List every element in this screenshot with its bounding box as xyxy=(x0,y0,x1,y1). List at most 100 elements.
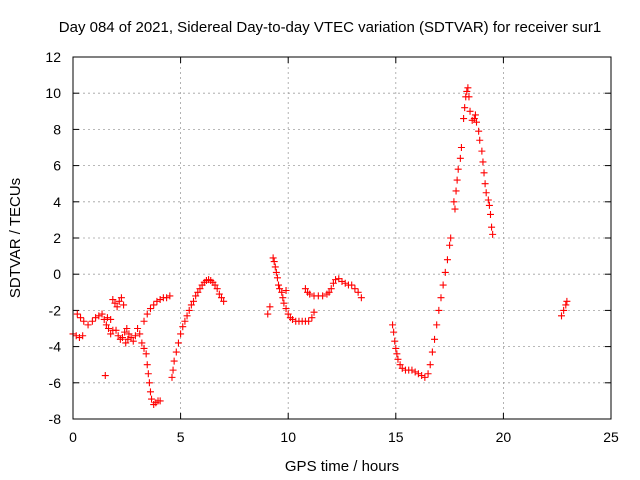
data-point xyxy=(396,361,404,369)
data-point xyxy=(475,127,483,135)
data-point xyxy=(305,317,313,325)
data-point xyxy=(125,330,133,338)
data-point xyxy=(145,379,153,387)
data-point xyxy=(134,325,142,332)
data-point xyxy=(84,321,92,329)
data-point xyxy=(454,165,462,173)
data-series-sur1 xyxy=(69,84,571,409)
data-point xyxy=(306,290,314,298)
data-point xyxy=(308,314,316,322)
data-point xyxy=(140,344,148,352)
data-point xyxy=(217,294,225,302)
data-point xyxy=(433,321,441,329)
x-tick-label: 25 xyxy=(603,429,619,445)
data-point xyxy=(486,210,494,218)
x-tick-label: 20 xyxy=(496,429,512,445)
data-point xyxy=(73,310,81,318)
data-point xyxy=(414,370,422,378)
data-point xyxy=(142,350,150,358)
x-axis-label: GPS time / hours xyxy=(285,458,399,475)
data-point xyxy=(341,279,349,287)
data-point xyxy=(143,361,151,369)
data-point xyxy=(278,288,286,296)
data-point xyxy=(476,136,484,144)
data-point xyxy=(394,355,402,363)
data-point xyxy=(269,254,277,262)
data-point xyxy=(452,187,460,195)
y-tick-label: 10 xyxy=(45,85,61,101)
data-point xyxy=(463,87,471,95)
data-point xyxy=(121,328,129,336)
data-point xyxy=(185,306,193,314)
data-point xyxy=(418,372,426,380)
data-point xyxy=(118,334,126,342)
chart-title: Day 084 of 2021, Sidereal Day-to-day VTE… xyxy=(59,19,601,36)
data-point xyxy=(482,189,490,197)
data-point xyxy=(471,111,479,119)
data-point xyxy=(332,276,340,284)
data-point xyxy=(447,234,455,242)
y-axis-label: SDTVAR / TECUs xyxy=(7,178,24,298)
data-point xyxy=(276,285,284,293)
data-point xyxy=(329,279,337,287)
data-point xyxy=(348,281,356,289)
data-point xyxy=(138,339,146,347)
data-point xyxy=(88,317,96,325)
data-point xyxy=(150,301,158,309)
data-point xyxy=(560,306,568,314)
data-point xyxy=(177,330,185,338)
data-point xyxy=(485,201,493,209)
data-point xyxy=(443,256,451,264)
data-point xyxy=(131,332,139,340)
data-point xyxy=(480,169,488,177)
data-point xyxy=(115,297,123,305)
data-point xyxy=(109,296,117,304)
data-point xyxy=(319,292,327,300)
data-point xyxy=(327,285,335,293)
data-point xyxy=(484,196,492,204)
data-point xyxy=(144,370,152,378)
data-point xyxy=(270,258,278,266)
data-point xyxy=(563,297,571,305)
y-tick-label: 4 xyxy=(53,194,61,210)
x-tick-labels: 0 5 10 15 20 25 xyxy=(69,429,619,445)
data-point xyxy=(183,312,191,320)
data-point xyxy=(284,310,292,318)
data-point xyxy=(441,268,449,276)
data-point xyxy=(187,301,195,309)
data-point xyxy=(453,176,461,184)
y-tick-label: -2 xyxy=(49,302,62,318)
data-point xyxy=(75,334,83,342)
data-point xyxy=(464,84,472,92)
data-point xyxy=(310,308,318,316)
y-tick-label: 6 xyxy=(53,158,61,174)
data-point xyxy=(478,147,486,155)
data-point xyxy=(466,107,474,115)
data-point xyxy=(120,301,128,309)
data-point xyxy=(129,337,137,345)
data-point xyxy=(392,344,400,352)
data-point xyxy=(393,350,401,358)
data-point xyxy=(92,314,100,322)
data-point xyxy=(174,339,182,347)
data-point xyxy=(562,301,570,309)
data-point xyxy=(558,312,566,320)
data-point xyxy=(77,314,85,322)
data-point xyxy=(163,294,171,302)
data-point xyxy=(390,328,398,336)
data-point xyxy=(146,388,154,396)
data-point xyxy=(72,332,80,340)
data-point xyxy=(424,370,432,378)
data-point xyxy=(489,230,497,238)
data-point xyxy=(156,397,164,405)
data-point xyxy=(122,339,130,347)
x-tick-label: 0 xyxy=(69,429,77,445)
data-point xyxy=(456,154,464,162)
y-tick-label: -6 xyxy=(49,375,62,391)
data-point xyxy=(325,288,333,296)
data-point xyxy=(275,281,283,289)
data-point xyxy=(431,335,439,343)
data-point xyxy=(170,357,178,365)
data-point xyxy=(101,372,109,380)
data-point xyxy=(79,332,87,340)
